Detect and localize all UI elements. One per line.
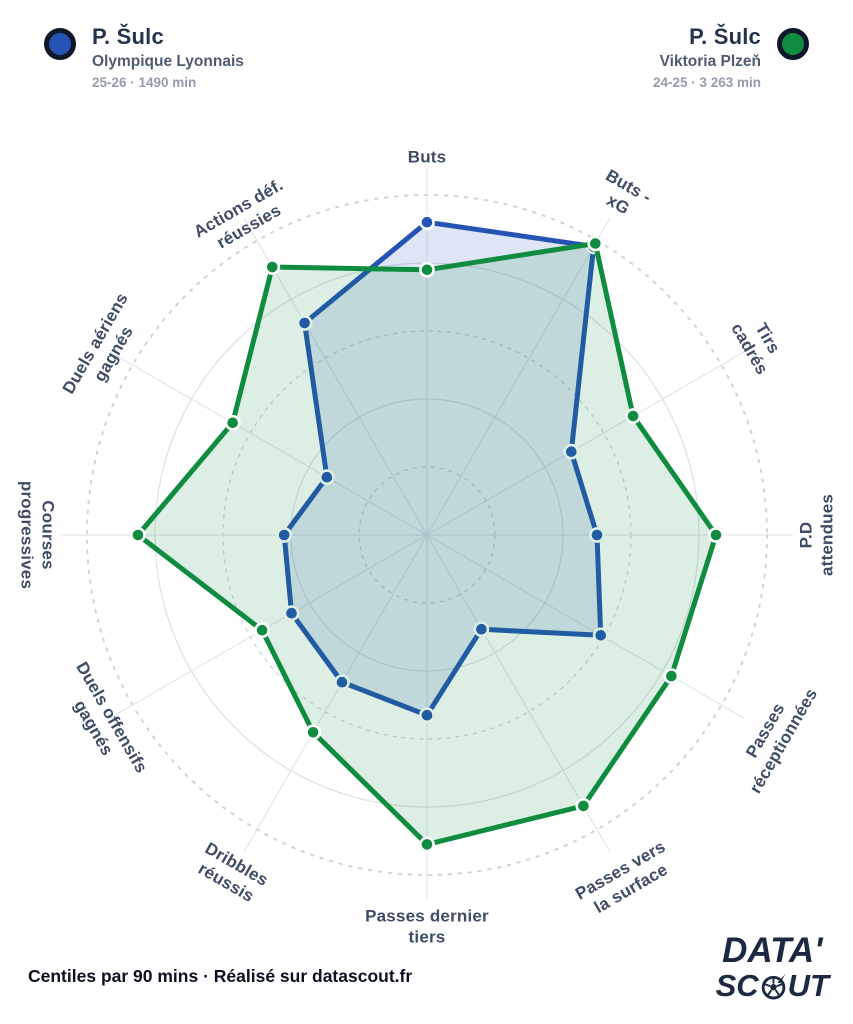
legend-player-a: P. Šulc Olympique Lyonnais 25-26 · 1490 … xyxy=(44,24,244,90)
player-a-meta: 25-26 · 1490 min xyxy=(92,75,197,90)
logo-text-sc: SC xyxy=(715,968,759,1003)
legend-player-b: P. Šulc Viktoria Plzeň 24-25 · 3 263 min xyxy=(653,24,809,90)
axis-label: Passes dernier tiers xyxy=(365,906,489,946)
legend-dot-green xyxy=(777,28,809,60)
player-b-name: P. Šulc xyxy=(689,24,761,49)
soccer-ball-icon xyxy=(761,973,786,1000)
axis-label: Courses progressives xyxy=(18,480,58,590)
footer-note: Centiles par 90 mins · Réalisé sur datas… xyxy=(28,966,413,986)
player-b-meta: 24-25 · 3 263 min xyxy=(652,75,761,90)
series-1 xyxy=(130,235,724,853)
logo-text-data: DATA' xyxy=(722,931,823,970)
legend-dot-blue xyxy=(44,28,76,60)
player-a-name: P. Šulc xyxy=(92,24,164,49)
axis-label: P.D attendues xyxy=(796,493,836,577)
logo-text-ut: UT xyxy=(787,968,829,1003)
player-a-club: Olympique Lyonnais xyxy=(92,53,244,70)
axis-label: Buts xyxy=(407,147,447,167)
player-b-club: Viktoria Plzeň xyxy=(659,53,761,70)
series-0 xyxy=(276,214,609,724)
series-1-points xyxy=(130,235,724,853)
datascout-logo: DATA' SC UT xyxy=(716,933,829,1001)
